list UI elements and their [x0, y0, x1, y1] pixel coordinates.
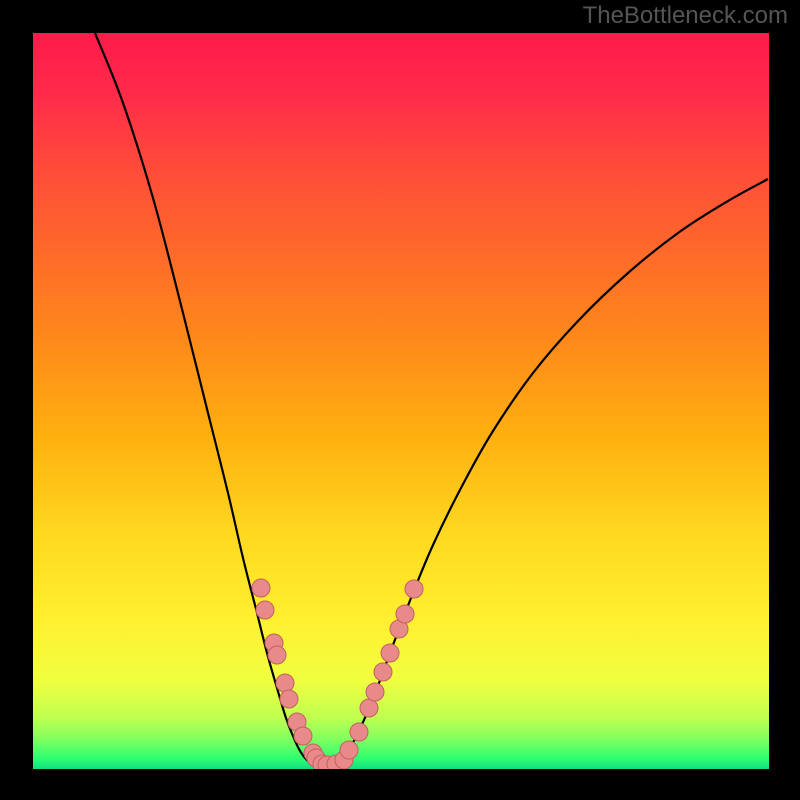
data-marker — [276, 674, 294, 692]
data-marker — [366, 683, 384, 701]
data-marker — [280, 690, 298, 708]
data-marker — [396, 605, 414, 623]
plot-area — [33, 33, 769, 769]
data-marker — [405, 580, 423, 598]
curve-layer — [33, 33, 769, 769]
data-marker — [381, 644, 399, 662]
data-marker — [360, 699, 378, 717]
watermark-text: TheBottleneck.com — [583, 2, 788, 30]
data-marker — [294, 727, 312, 745]
data-marker — [374, 663, 392, 681]
data-marker — [350, 723, 368, 741]
bottleneck-curve — [95, 33, 768, 767]
data-marker — [252, 579, 270, 597]
data-marker — [340, 741, 358, 759]
data-marker — [256, 601, 274, 619]
data-marker — [268, 646, 286, 664]
